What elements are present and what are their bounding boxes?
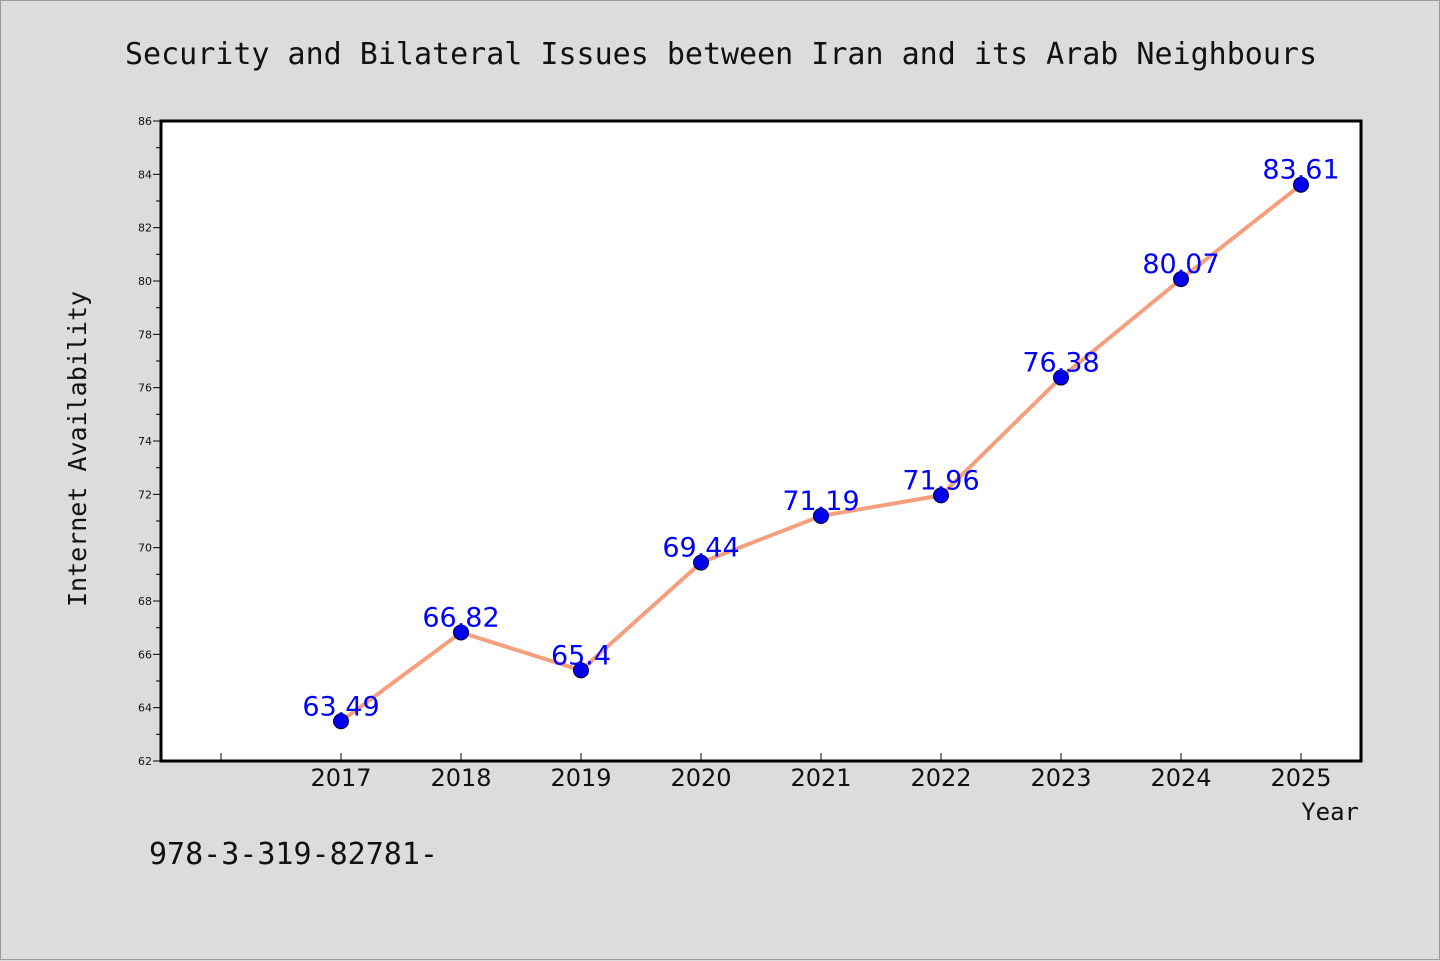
data-label: 63.49 bbox=[302, 691, 379, 722]
y-tick-label: 74 bbox=[138, 435, 152, 448]
data-label-group: 63.49 66.82 65.4 69.44 71.19 71.96 76.38 80.07 8… bbox=[302, 155, 1339, 723]
y-tick-label: 84 bbox=[138, 168, 152, 181]
y-tick-label: 70 bbox=[138, 542, 152, 555]
data-label: 66.82 bbox=[422, 602, 499, 633]
y-tick-label: 82 bbox=[138, 222, 152, 235]
y-axis: 62 64 66 68 70 72 74 76 78 80 82 84 86 bbox=[138, 115, 161, 768]
y-tick-label: 86 bbox=[138, 115, 152, 128]
data-point bbox=[453, 624, 469, 641]
plot-area bbox=[159, 119, 1363, 763]
marker-group bbox=[333, 176, 1309, 730]
y-tick-label: 64 bbox=[138, 702, 152, 715]
data-point bbox=[693, 554, 709, 571]
y-tick-label: 62 bbox=[138, 755, 152, 768]
x-axis-label: Year bbox=[1301, 798, 1359, 826]
data-point bbox=[1293, 176, 1309, 193]
data-point bbox=[333, 713, 349, 730]
x-tick-label: 2023 bbox=[1030, 764, 1091, 792]
data-label: 71.96 bbox=[902, 465, 979, 496]
y-tick-label: 76 bbox=[138, 382, 152, 395]
x-tick-label: 2024 bbox=[1150, 764, 1211, 792]
chart-title: Security and Bilateral Issues between Ir… bbox=[125, 37, 1317, 72]
data-point bbox=[1173, 271, 1189, 288]
x-tick-label: 2022 bbox=[910, 764, 971, 792]
data-label: 69.44 bbox=[662, 533, 739, 564]
y-tick-label: 80 bbox=[138, 275, 152, 288]
x-tick-label: 2021 bbox=[790, 764, 851, 792]
x-tick-label: 2017 bbox=[310, 764, 371, 792]
data-label: 80.07 bbox=[1142, 249, 1219, 280]
y-axis-label: Internet Availability bbox=[63, 291, 92, 607]
x-tick-label: 2019 bbox=[550, 764, 611, 792]
y-tick-label: 66 bbox=[138, 648, 152, 661]
data-label: 76.38 bbox=[1022, 348, 1099, 379]
y-tick-label: 72 bbox=[138, 488, 152, 501]
data-point bbox=[1053, 369, 1069, 386]
data-label: 65.4 bbox=[551, 640, 611, 671]
x-tick-label: 2018 bbox=[430, 764, 491, 792]
data-point bbox=[813, 507, 829, 524]
x-tick-label: 2020 bbox=[670, 764, 731, 792]
data-point bbox=[573, 662, 589, 679]
y-tick-label: 78 bbox=[138, 328, 152, 341]
data-label: 83.61 bbox=[1262, 155, 1339, 186]
x-axis: 2017 2018 2019 2020 2021 2022 2023 2024 2025 bbox=[220, 753, 1332, 792]
data-label: 71.19 bbox=[782, 486, 859, 517]
data-point bbox=[933, 487, 949, 504]
footer-text: 978-3-319-82781- bbox=[149, 837, 438, 872]
y-tick-label: 68 bbox=[138, 595, 152, 608]
x-tick-label: 2025 bbox=[1270, 764, 1331, 792]
